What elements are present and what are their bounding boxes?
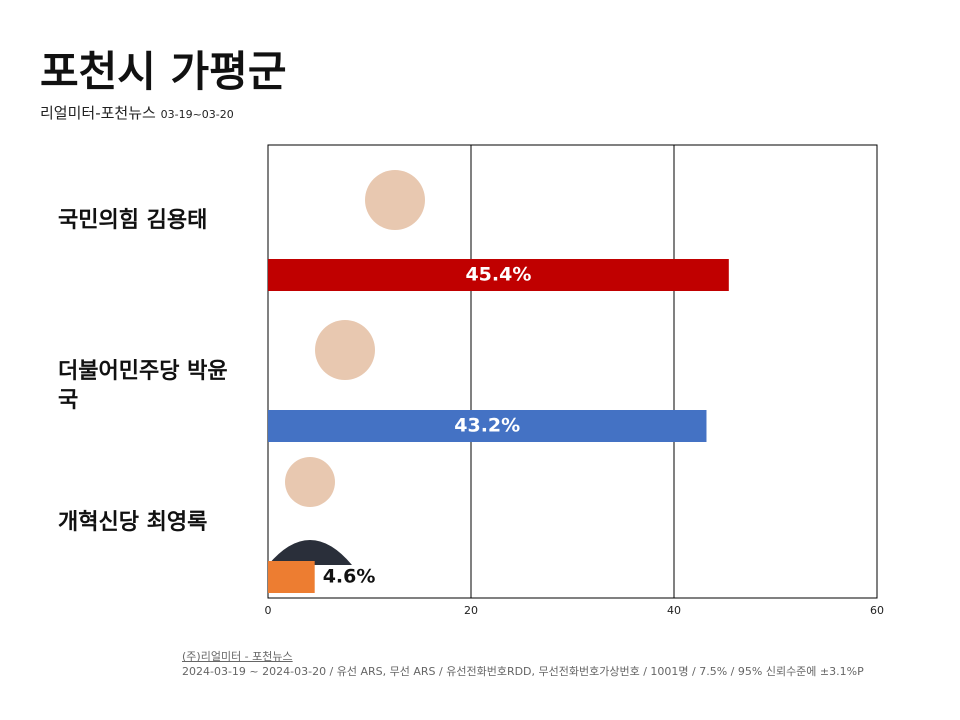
x-tick-label: 0 xyxy=(265,604,272,617)
bar xyxy=(268,259,729,291)
x-tick-label: 20 xyxy=(464,604,478,617)
value-label: 4.6% xyxy=(323,566,376,588)
category-label: 개혁신당 최영록 xyxy=(58,510,208,535)
photos xyxy=(268,170,445,565)
footnote: 2024-03-19 ~ 2024-03-20 / 유선 ARS, 무선 ARS… xyxy=(182,665,864,678)
date-range: 03-19~03-20 xyxy=(160,108,234,121)
category-label: 국민의힘 김용태 xyxy=(58,208,208,233)
value-label: 45.4% xyxy=(465,264,531,286)
x-tick-label: 40 xyxy=(667,604,681,617)
x-tick-label: 60 xyxy=(870,604,884,617)
value-label: 43.2% xyxy=(454,415,520,437)
chart-title: 포천시 가평군 xyxy=(40,47,287,96)
category-label: 더불어민주당 박윤국 xyxy=(58,359,228,413)
bar xyxy=(268,561,315,593)
source: (주)리얼미터 - 포천뉴스 xyxy=(182,650,293,663)
bar xyxy=(268,410,707,442)
subtitle-text: 리얼미터-포천뉴스 xyxy=(40,104,156,122)
subtitle: 리얼미터-포천뉴스 03-19~03-20 xyxy=(40,102,234,123)
